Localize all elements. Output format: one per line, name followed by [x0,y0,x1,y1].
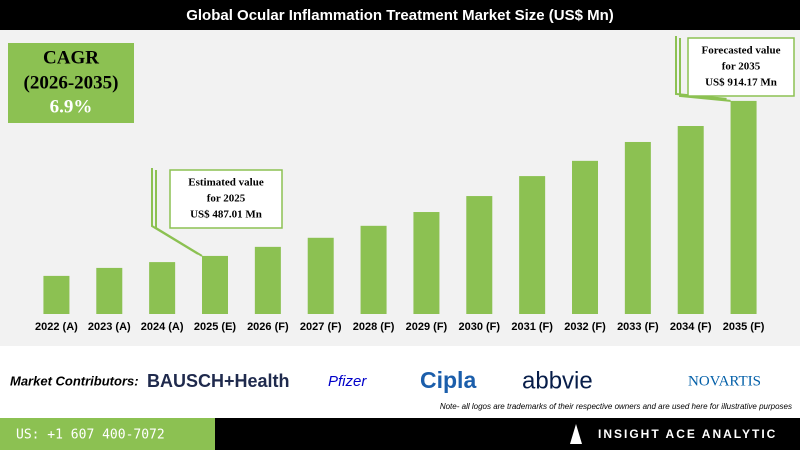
x-tick-label: 2024 (A) [141,321,184,333]
x-tick-label: 2025 (E) [194,321,237,333]
bar [730,100,757,315]
chart-title: Global Ocular Inflammation Treatment Mar… [186,7,614,24]
logo: NOVARTIS [688,373,761,389]
callout-text: for 2025 [207,193,246,205]
bar [572,160,598,314]
bar [466,196,493,314]
bar [307,237,334,314]
callout-connector [151,168,203,257]
bar [43,275,70,314]
cagr-period: (2026-2035) [24,72,119,93]
bar [149,262,176,314]
callout-text: Estimated value [188,177,264,189]
bar [677,126,704,315]
callout-text: Forecasted value [702,45,781,57]
bar [360,225,387,314]
logo: Pfizer [328,373,367,390]
callout-box [687,37,795,97]
bar [624,141,651,314]
bar [202,255,228,314]
logo: BAUSCH+Health [147,371,290,391]
callout-box [169,169,283,229]
x-tick-label: 2029 (F) [406,321,448,333]
x-tick-label: 2027 (F) [300,321,342,333]
phone: US: +1 607 400-7072 [16,428,165,443]
x-tick-label: 2034 (F) [670,321,712,333]
bar [413,212,440,314]
x-tick-label: 2028 (F) [353,321,395,333]
bar [519,176,546,314]
brand: INSIGHT ACE ANALYTIC [598,427,777,441]
cagr-box [8,43,134,123]
plot: 2022 (A) 2023 (A) 2024 (A) 2025 (E) 2026 (F)… [35,36,795,333]
x-tick-label: 2032 (F) [564,321,606,333]
x-tick-label: 2031 (F) [511,321,553,333]
title-bar [0,0,800,30]
contributors-label: Market Contributors: [10,373,139,388]
bar [96,267,123,314]
x-tick-label: 2022 (A) [35,321,78,333]
brand-bar [215,418,800,450]
note: Note- all logos are trademarks of their … [440,402,792,411]
brand-icon [570,424,582,444]
x-tick-label: 2023 (A) [88,321,131,333]
cagr-label: CAGR [43,47,99,68]
cagr-value: 6.9% [50,96,93,117]
logo: Cipla [420,367,476,393]
bar [254,246,281,314]
x-tick-label: 2026 (F) [247,321,289,333]
phone-bar [0,418,215,450]
callout-connector [675,36,731,102]
x-tick-label: 2030 (F) [458,321,500,333]
callout-text: for 2035 [722,61,761,73]
logo: abbvie [522,367,593,394]
x-tick-label: 2035 (F) [723,321,765,333]
callout-text: US$ 914.17 Mn [705,77,777,89]
callout-text: US$ 487.01 Mn [190,209,262,221]
x-tick-label: 2033 (F) [617,321,659,333]
